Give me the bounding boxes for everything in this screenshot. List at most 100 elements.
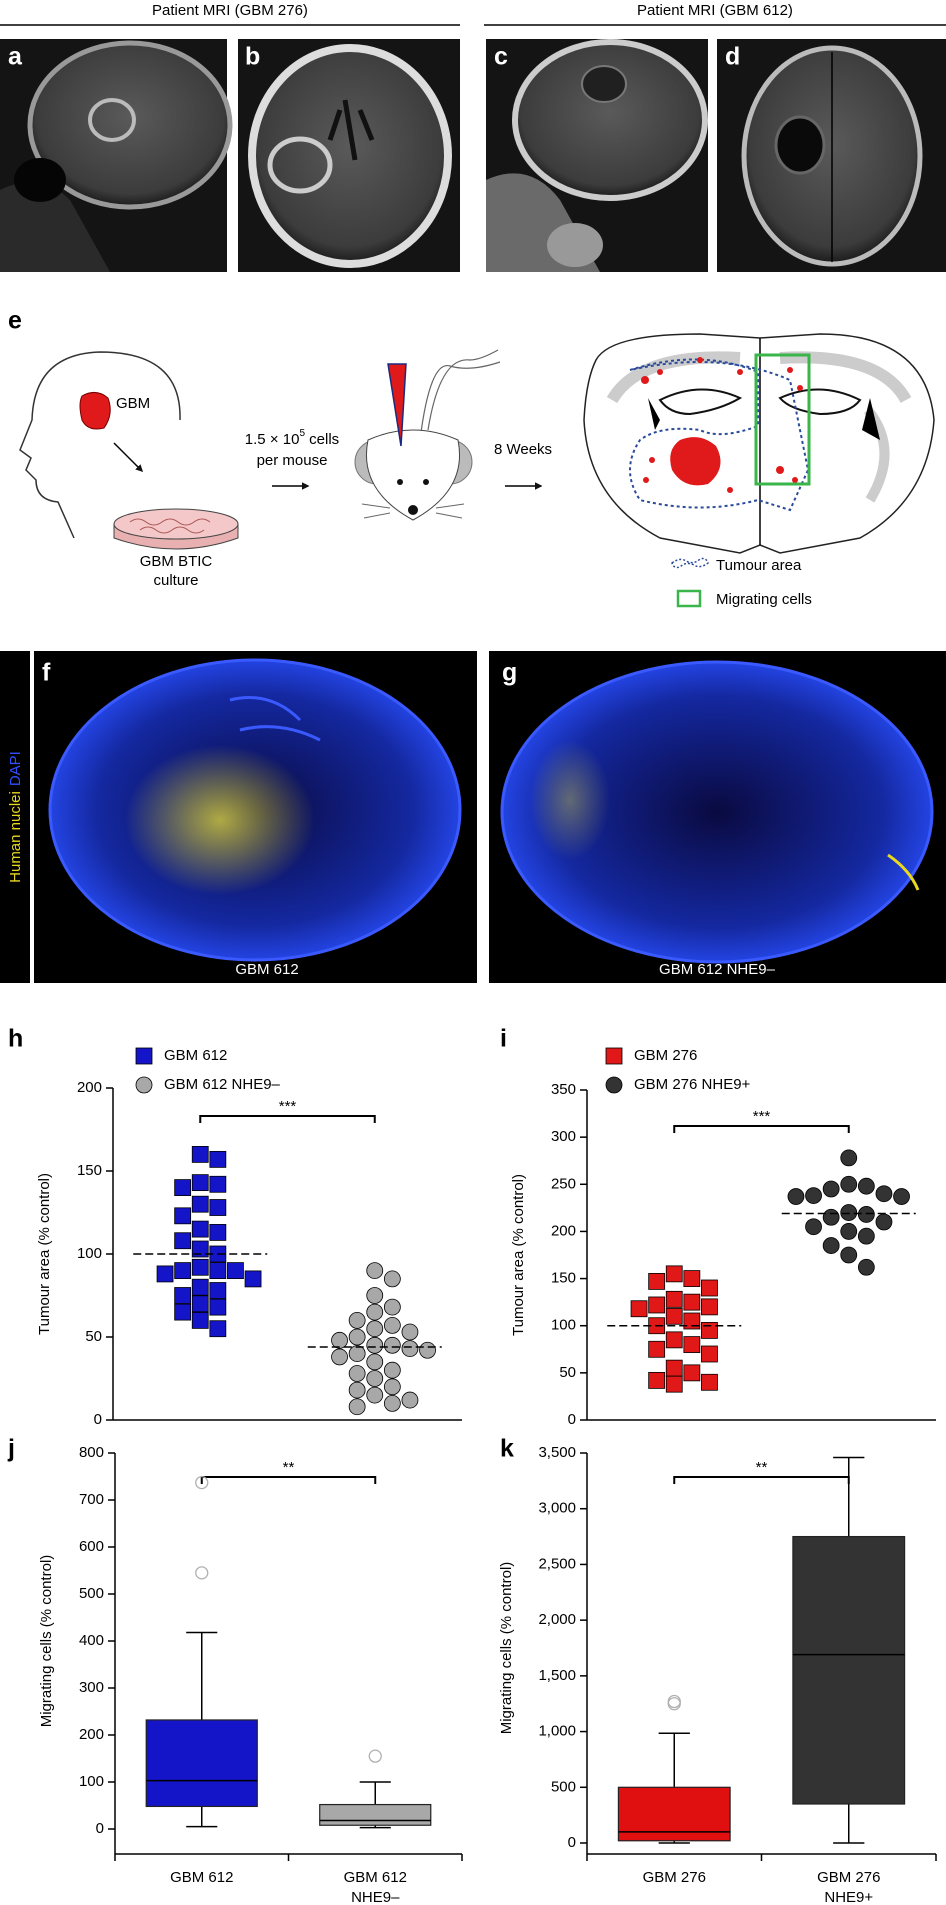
point [857, 1227, 875, 1245]
point [840, 1223, 858, 1240]
diagram-label: per mouse [257, 452, 328, 469]
point [348, 1398, 366, 1416]
point [665, 1290, 683, 1308]
y-tick-label: 2,000 [538, 1611, 576, 1628]
y-tick-label: 200 [79, 1726, 104, 1743]
y-tick-label: 200 [551, 1222, 576, 1239]
legend-marker [605, 1047, 623, 1065]
point [191, 1295, 209, 1313]
panel-letter: d [725, 43, 740, 71]
legend-label: GBM 276 [634, 1047, 697, 1064]
y-tick-label: 3,500 [538, 1444, 576, 1461]
legend-label: GBM 612 NHE9– [164, 1076, 281, 1093]
point [893, 1188, 910, 1205]
mri-image [0, 39, 233, 272]
legend-marker [135, 1047, 153, 1065]
fluorescence-image [34, 651, 477, 983]
y-tick-label: 300 [551, 1128, 576, 1145]
y-tick-label: 1,500 [538, 1667, 576, 1684]
point [366, 1320, 384, 1338]
x-tick-label: GBM 276 [817, 1869, 880, 1886]
point [383, 1270, 401, 1288]
mri-image [238, 39, 460, 272]
panel-letter: g [502, 659, 517, 687]
stain-name: DAPI [7, 751, 24, 786]
stain-strip [0, 651, 30, 983]
point [348, 1381, 366, 1399]
diagram-label: GBM BTIC [140, 553, 213, 570]
point [701, 1322, 718, 1339]
y-tick-label: 2,500 [538, 1555, 576, 1572]
point [174, 1207, 192, 1225]
point [401, 1340, 419, 1358]
box [319, 1803, 432, 1826]
y-tick-label: 0 [568, 1834, 576, 1851]
point [648, 1372, 666, 1389]
panel-letter: k [500, 1435, 514, 1463]
point [209, 1150, 227, 1168]
point [665, 1265, 683, 1283]
point [805, 1187, 822, 1204]
point [174, 1303, 192, 1321]
x-tick-label: NHE9– [351, 1889, 400, 1905]
stain-label: Human nuclei DAPI [7, 751, 24, 883]
panel-letter: h [8, 1025, 23, 1053]
point [209, 1262, 227, 1279]
point [191, 1312, 209, 1329]
point [857, 1177, 875, 1195]
y-axis-label: Migrating cells (% control) [38, 1555, 55, 1728]
y-tick-label: 700 [79, 1491, 104, 1508]
point [665, 1331, 683, 1349]
outlier [195, 1566, 209, 1580]
significance-label: ** [756, 1459, 768, 1476]
y-tick-label: 350 [551, 1081, 576, 1098]
y-tick-label: 50 [559, 1364, 576, 1381]
text-part: cells [305, 431, 339, 448]
point [366, 1370, 384, 1387]
diagram-label: GBM [116, 395, 150, 412]
point [701, 1345, 718, 1363]
legend-label: Migrating cells [716, 591, 812, 608]
head-outline [19, 351, 181, 539]
header: Patient MRI (GBM 276) [152, 2, 308, 19]
point [209, 1282, 227, 1299]
point [701, 1373, 718, 1391]
text-part: 1.5 × 10 [245, 431, 300, 448]
panel-letter: c [494, 43, 508, 71]
point [630, 1300, 648, 1318]
diagram-label: culture [153, 572, 198, 589]
x-tick-label: NHE9+ [824, 1889, 873, 1905]
y-tick-label: 150 [77, 1162, 102, 1179]
point [366, 1287, 384, 1304]
fluorescence-image [489, 651, 946, 983]
point [787, 1188, 805, 1205]
y-tick-label: 0 [94, 1411, 102, 1428]
point [665, 1307, 683, 1325]
image-label: GBM 612 [235, 961, 298, 978]
point [383, 1316, 401, 1334]
point [348, 1328, 366, 1346]
point [683, 1312, 701, 1330]
significance-bracket [673, 1125, 850, 1133]
point [383, 1395, 401, 1412]
superscript: 5 [299, 428, 305, 439]
point [683, 1270, 701, 1287]
legend-label: GBM 612 [164, 1047, 227, 1064]
point [209, 1199, 227, 1216]
significance-bracket [200, 1476, 377, 1484]
point [665, 1359, 683, 1377]
point [701, 1298, 718, 1316]
significance-label: ** [283, 1459, 295, 1476]
significance-label: *** [753, 1108, 771, 1125]
legend-icon [671, 557, 709, 569]
point [174, 1232, 192, 1250]
point [805, 1218, 822, 1236]
header: Patient MRI (GBM 612) [637, 2, 793, 19]
brain-section [583, 333, 935, 554]
significance-bracket [199, 1115, 376, 1123]
stain-name: Human nuclei [7, 791, 24, 883]
arrow [113, 442, 144, 473]
point [401, 1323, 419, 1341]
